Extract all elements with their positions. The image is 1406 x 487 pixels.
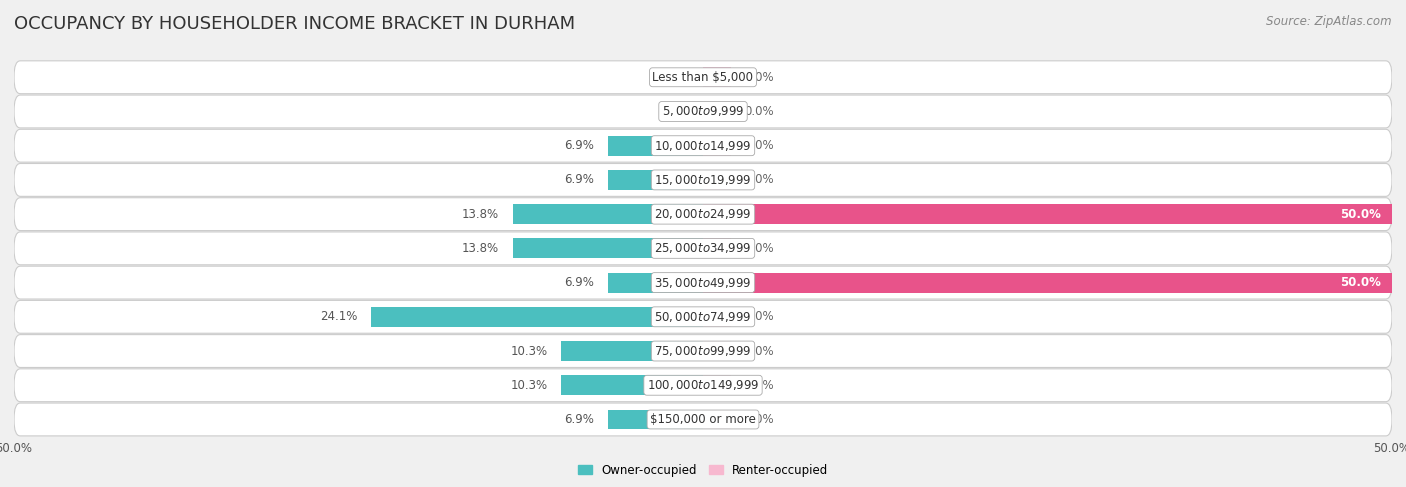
FancyBboxPatch shape	[14, 61, 1392, 94]
Text: $20,000 to $24,999: $20,000 to $24,999	[654, 207, 752, 221]
Bar	[703, 239, 731, 258]
Text: 0.0%: 0.0%	[744, 310, 773, 323]
Text: $35,000 to $49,999: $35,000 to $49,999	[654, 276, 752, 290]
Bar	[703, 170, 731, 190]
Text: OCCUPANCY BY HOUSEHOLDER INCOME BRACKET IN DURHAM: OCCUPANCY BY HOUSEHOLDER INCOME BRACKET …	[14, 15, 575, 33]
Text: 0.0%: 0.0%	[744, 344, 773, 357]
Text: 13.8%: 13.8%	[463, 207, 499, 221]
Bar	[703, 307, 731, 327]
FancyBboxPatch shape	[14, 300, 1392, 333]
Text: 0.0%: 0.0%	[744, 173, 773, 187]
FancyBboxPatch shape	[14, 129, 1392, 162]
FancyBboxPatch shape	[14, 198, 1392, 230]
Text: $15,000 to $19,999: $15,000 to $19,999	[654, 173, 752, 187]
Bar	[703, 410, 731, 430]
FancyBboxPatch shape	[14, 335, 1392, 368]
Bar	[703, 204, 1392, 224]
Bar	[561, 341, 703, 361]
FancyBboxPatch shape	[14, 95, 1392, 128]
Text: 6.9%: 6.9%	[564, 139, 595, 152]
Text: 10.3%: 10.3%	[510, 379, 547, 392]
Text: Less than $5,000: Less than $5,000	[652, 71, 754, 84]
Text: 0.0%: 0.0%	[659, 71, 689, 84]
Text: $150,000 or more: $150,000 or more	[650, 413, 756, 426]
Bar	[703, 273, 1392, 293]
Text: $10,000 to $14,999: $10,000 to $14,999	[654, 139, 752, 153]
Text: 6.9%: 6.9%	[564, 276, 595, 289]
Text: 0.0%: 0.0%	[744, 105, 773, 118]
FancyBboxPatch shape	[14, 164, 1392, 196]
Text: 6.9%: 6.9%	[564, 413, 595, 426]
Bar	[703, 136, 731, 156]
Text: 50.0%: 50.0%	[1340, 276, 1381, 289]
Text: 50.0%: 50.0%	[1340, 207, 1381, 221]
Bar	[371, 307, 703, 327]
Text: Source: ZipAtlas.com: Source: ZipAtlas.com	[1267, 15, 1392, 28]
Text: $5,000 to $9,999: $5,000 to $9,999	[662, 105, 744, 118]
Text: $25,000 to $34,999: $25,000 to $34,999	[654, 242, 752, 255]
Bar	[513, 239, 703, 258]
Text: $75,000 to $99,999: $75,000 to $99,999	[654, 344, 752, 358]
Text: 6.9%: 6.9%	[564, 173, 595, 187]
Bar	[607, 136, 703, 156]
Bar	[607, 410, 703, 430]
Text: 0.0%: 0.0%	[659, 105, 689, 118]
FancyBboxPatch shape	[14, 403, 1392, 436]
FancyBboxPatch shape	[14, 369, 1392, 402]
Legend: Owner-occupied, Renter-occupied: Owner-occupied, Renter-occupied	[572, 459, 834, 482]
FancyBboxPatch shape	[14, 266, 1392, 299]
Text: $50,000 to $74,999: $50,000 to $74,999	[654, 310, 752, 324]
Text: 24.1%: 24.1%	[319, 310, 357, 323]
Bar	[703, 375, 731, 395]
Text: 0.0%: 0.0%	[744, 413, 773, 426]
FancyBboxPatch shape	[14, 232, 1392, 265]
Bar	[607, 170, 703, 190]
Bar	[703, 67, 731, 87]
Text: 10.3%: 10.3%	[510, 344, 547, 357]
Bar	[607, 273, 703, 293]
Text: 0.0%: 0.0%	[744, 379, 773, 392]
Text: $100,000 to $149,999: $100,000 to $149,999	[647, 378, 759, 392]
Text: 0.0%: 0.0%	[744, 242, 773, 255]
Bar	[703, 102, 731, 121]
Bar	[703, 341, 731, 361]
Bar	[561, 375, 703, 395]
Text: 13.8%: 13.8%	[463, 242, 499, 255]
Bar	[513, 204, 703, 224]
Text: 0.0%: 0.0%	[744, 139, 773, 152]
Text: 0.0%: 0.0%	[744, 71, 773, 84]
